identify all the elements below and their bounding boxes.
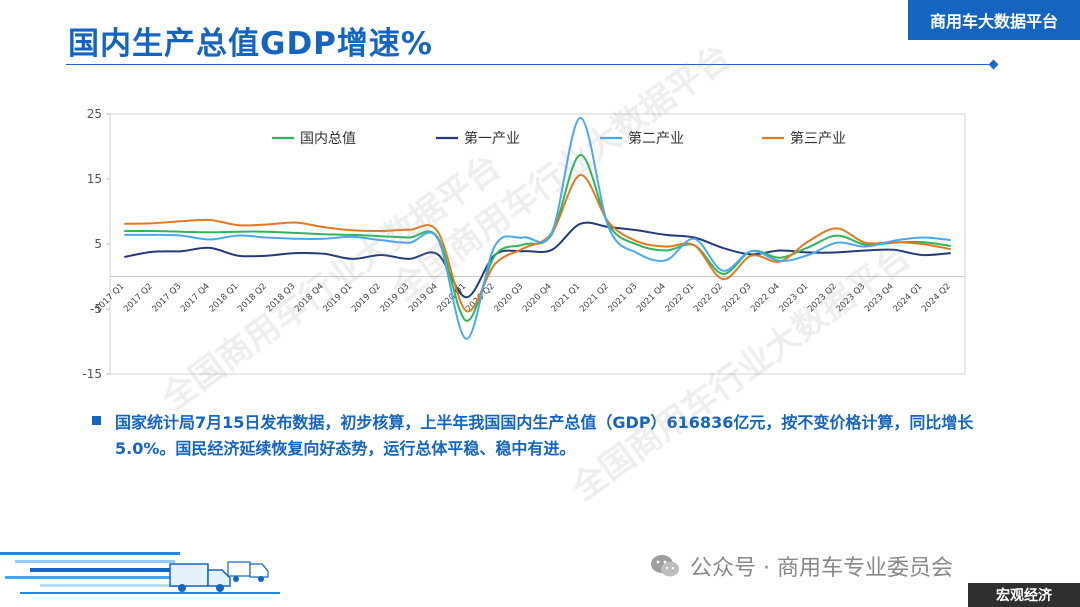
wechat-icon <box>651 555 679 577</box>
title-divider <box>66 64 994 65</box>
gdp-growth-chart: -15 -5 5 15 25 2017 Q1 2017 Q2 2017 Q3 2017 Q4 20… <box>60 102 990 392</box>
x-tick-label: 2021 Q2 <box>578 282 611 315</box>
x-tick-label: 2021 Q3 <box>607 282 640 315</box>
page-title: 国内生产总值GDP增速% <box>68 26 433 62</box>
y-tick-label: -15 <box>82 367 102 381</box>
wechat-credit: 公众号 · 商用车专业委员会 <box>650 550 953 582</box>
series-line-2 <box>124 221 951 299</box>
y-tick-label: 5 <box>94 237 102 251</box>
x-tick-label: 2018 Q1 <box>208 282 241 315</box>
x-tick-label: 2021 Q4 <box>635 282 668 315</box>
x-tick-label: 2024 Q2 <box>920 282 953 315</box>
legend-label: 国内总值 <box>300 131 356 147</box>
legend-label: 第二产业 <box>628 130 684 147</box>
series-line-3 <box>124 116 951 340</box>
divider-end-marker <box>988 59 999 70</box>
legend-label: 第三产业 <box>790 130 846 147</box>
y-tick-label: 15 <box>87 172 102 186</box>
x-tick-label: 2022 Q2 <box>692 282 725 315</box>
x-tick-label: 2017 Q3 <box>151 282 184 315</box>
y-tick-label: 25 <box>87 107 102 121</box>
x-tick-label: 2022 Q1 <box>664 282 697 315</box>
summary-text: 国家统计局7月15日发布数据，初步核算，上半年我国国内生产总值（GDP）6168… <box>115 413 974 458</box>
x-tick-label: 2020 Q3 <box>493 282 526 315</box>
brand-badge: 商用车大数据平台 <box>908 0 1080 40</box>
x-tick-label: 2024 Q1 <box>892 282 925 315</box>
bullet-marker <box>92 416 101 425</box>
x-tick-label: 2017 Q4 <box>179 282 212 315</box>
section-tag: 宏观经济 <box>968 583 1080 607</box>
y-tick-label: -5 <box>90 302 102 316</box>
x-tick-label: 2022 Q4 <box>749 282 782 315</box>
wechat-credit-text: 公众号 · 商用车专业委员会 <box>690 556 953 581</box>
legend-label: 第一产业 <box>464 130 520 147</box>
series-line-4 <box>124 174 951 313</box>
x-tick-label: 2021 Q1 <box>550 282 583 315</box>
x-tick-label: 2020 Q4 <box>521 282 554 315</box>
truck-decoration <box>0 552 280 594</box>
x-tick-label: 2022 Q3 <box>721 282 754 315</box>
x-tick-label: 2017 Q2 <box>122 282 155 315</box>
